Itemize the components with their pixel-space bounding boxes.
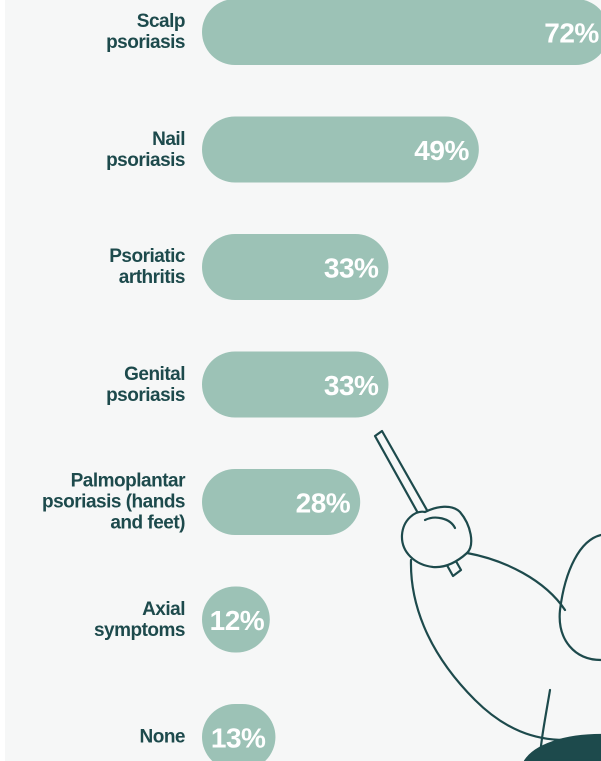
bar xyxy=(202,351,389,418)
value-label: 13% xyxy=(211,723,266,754)
category-label: Genital psoriasis xyxy=(106,363,185,406)
value-label: 12% xyxy=(210,605,265,636)
bar xyxy=(202,116,479,183)
category-label: Psoriatic arthritis xyxy=(109,246,185,288)
illustration xyxy=(373,429,601,761)
category-label: Palmoplantar psoriasis (hands and feet) xyxy=(42,470,186,534)
bar xyxy=(202,234,389,300)
category-label: None xyxy=(139,726,186,748)
value-label: 28% xyxy=(296,488,351,519)
value-label: 72% xyxy=(544,18,599,49)
category-label: Nail psoriasis xyxy=(106,128,185,171)
chart-svg: 72% 49% 33% 33% 28% 12% 13% xyxy=(202,0,601,761)
category-label: Axial symptoms xyxy=(93,598,186,641)
value-label: 33% xyxy=(324,370,379,401)
bar xyxy=(202,469,361,535)
bar xyxy=(202,0,601,65)
value-label: 33% xyxy=(324,253,379,284)
bar xyxy=(202,586,270,653)
bar xyxy=(202,704,276,761)
chart: 72% 49% 33% 33% 28% 12% 13% Scalp psoriasis Nai… xyxy=(5,0,601,761)
category-label: Scalp psoriasis xyxy=(106,11,185,53)
value-label: 49% xyxy=(414,135,469,166)
